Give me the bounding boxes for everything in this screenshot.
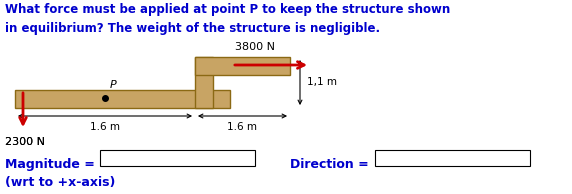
Bar [375,150,530,166]
Text: 2300 N: 2300 N [5,137,45,147]
Text: Direction =: Direction = [290,158,369,171]
Text: 1.6 m: 1.6 m [90,122,120,132]
Text: in equilibrium? The weight of the structure is negligible.: in equilibrium? The weight of the struct… [5,22,380,35]
Text: (wrt to +x-axis): (wrt to +x-axis) [5,176,116,189]
Bar [195,57,213,108]
Text: 3800 N: 3800 N [235,42,275,52]
Text: What force must be applied at point P to keep the structure shown: What force must be applied at point P to… [5,3,450,16]
Text: 1.6 m: 1.6 m [227,122,257,132]
Text: P: P [110,80,117,90]
Text: 2300 N: 2300 N [5,137,45,147]
Bar [15,90,230,108]
Bar [100,150,255,166]
Bar [195,57,290,75]
Text: 1,1 m: 1,1 m [307,77,337,87]
Text: Magnitude =: Magnitude = [5,158,95,171]
